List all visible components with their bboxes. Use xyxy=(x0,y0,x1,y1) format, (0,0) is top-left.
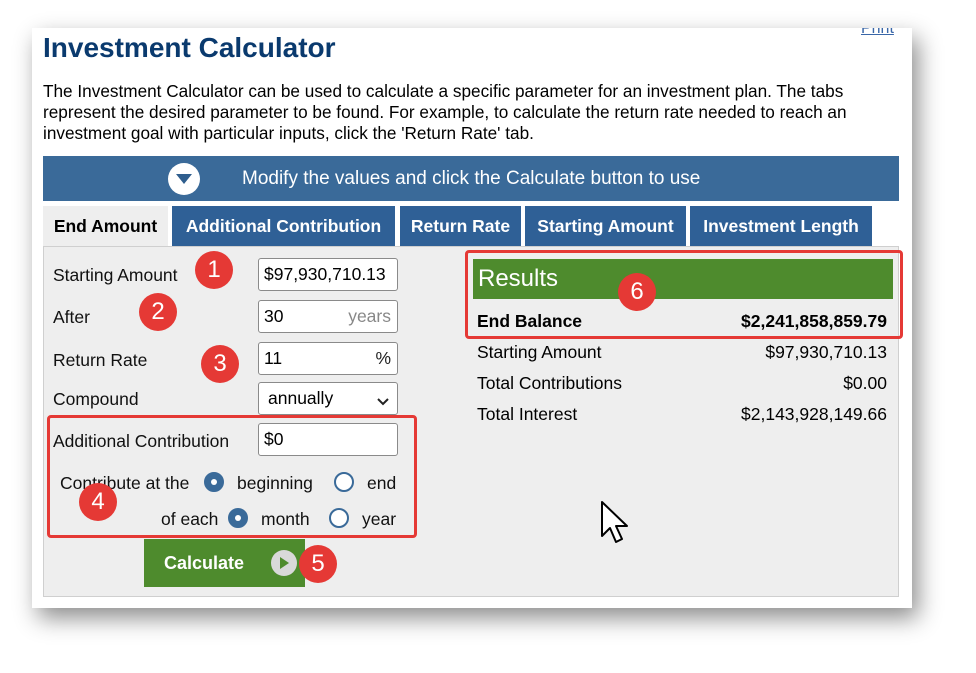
result-label: Starting Amount xyxy=(477,342,602,362)
starting-amount-label: Starting Amount xyxy=(53,265,178,285)
calculator-panel xyxy=(43,246,899,597)
chevron-down-circle-icon xyxy=(168,162,200,195)
result-label: Total Contributions xyxy=(477,373,622,393)
play-icon xyxy=(271,550,298,576)
radio-beginning[interactable] xyxy=(204,472,224,492)
calculate-label: Calculate xyxy=(164,552,245,573)
annotation-badge-5: 5 xyxy=(299,545,337,583)
beginning-label: beginning xyxy=(237,473,313,493)
additional-contribution-value: $0 xyxy=(264,429,284,449)
annotation-box-results xyxy=(465,250,903,339)
results-header: Results xyxy=(473,259,893,299)
after-value: 30 xyxy=(264,306,284,326)
end-balance-row: End Balance $2,241,858,859.79 xyxy=(477,311,887,332)
additional-contribution-label: Additional Contribution xyxy=(53,431,230,451)
years-suffix: years xyxy=(348,306,391,326)
end-label: end xyxy=(367,473,397,493)
end-balance-label: End Balance xyxy=(477,311,583,331)
result-row: Total Interest $2,143,928,149.66 xyxy=(477,404,887,425)
annotation-box-contribution xyxy=(47,415,417,538)
tab-end-amount[interactable]: End Amount xyxy=(43,206,168,246)
result-row: Starting Amount $97,930,710.13 xyxy=(477,342,887,363)
result-value: $97,930,710.13 xyxy=(765,342,887,362)
year-label: year xyxy=(362,509,397,529)
end-balance-value: $2,241,858,859.79 xyxy=(741,311,887,331)
annotation-badge-2: 2 xyxy=(139,293,177,331)
tab-additional-contribution[interactable]: Additional Contribution xyxy=(172,206,395,246)
compound-value: annually xyxy=(268,388,334,408)
result-value: $0.00 xyxy=(843,373,887,393)
radio-end[interactable] xyxy=(334,472,354,492)
return-rate-value: 11 xyxy=(264,348,283,368)
annotation-badge-3: 3 xyxy=(201,345,239,383)
instruction-banner[interactable]: Modify the values and click the Calculat… xyxy=(43,156,899,201)
print-link[interactable]: Print xyxy=(861,28,894,37)
return-rate-input[interactable]: 11 % xyxy=(258,342,398,375)
tab-investment-length[interactable]: Investment Length xyxy=(690,206,872,246)
percent-suffix: % xyxy=(375,348,391,368)
radio-year[interactable] xyxy=(329,508,349,528)
compound-select[interactable]: annually xyxy=(258,382,398,415)
result-value: $2,143,928,149.66 xyxy=(741,404,887,424)
page-title: Investment Calculator xyxy=(43,32,336,63)
annotation-badge-6: 6 xyxy=(618,273,656,311)
calculate-button[interactable]: Calculate xyxy=(144,539,305,587)
starting-amount-input[interactable]: $97,930,710.13 xyxy=(258,258,398,291)
calculator-card: Print Investment Calculator The Investme… xyxy=(32,28,912,608)
banner-text: Modify the values and click the Calculat… xyxy=(242,167,701,189)
chevron-down-icon xyxy=(377,391,389,412)
return-rate-label: Return Rate xyxy=(53,350,148,370)
of-each-label: of each xyxy=(161,509,219,529)
after-label: After xyxy=(53,307,90,327)
after-years-input[interactable]: 30 years xyxy=(258,300,398,333)
month-label: month xyxy=(261,509,310,529)
radio-month[interactable] xyxy=(228,508,248,528)
mouse-pointer-icon xyxy=(600,500,630,551)
page-description: The Investment Calculator can be used to… xyxy=(43,81,847,143)
compound-label: Compound xyxy=(53,389,139,409)
result-label: Total Interest xyxy=(477,404,578,424)
annotation-badge-4: 4 xyxy=(79,483,117,521)
starting-amount-value: $97,930,710.13 xyxy=(264,264,386,284)
additional-contribution-input[interactable]: $0 xyxy=(258,423,398,456)
annotation-badge-1: 1 xyxy=(195,251,233,289)
tab-starting-amount[interactable]: Starting Amount xyxy=(525,206,686,246)
tab-return-rate[interactable]: Return Rate xyxy=(400,206,521,246)
result-row: Total Contributions $0.00 xyxy=(477,373,887,394)
